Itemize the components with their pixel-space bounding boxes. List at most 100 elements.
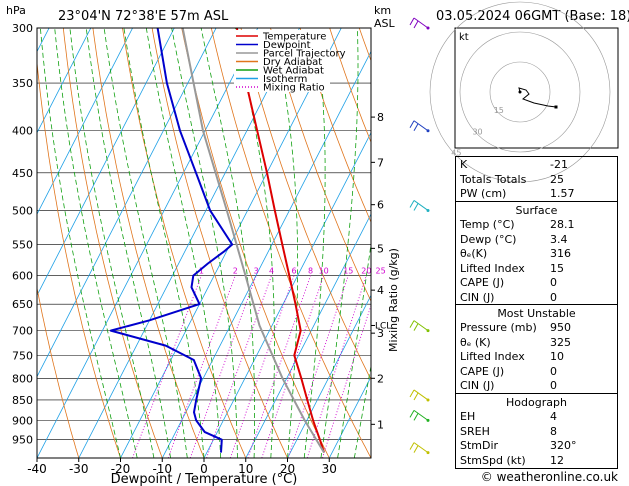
mixing-ratio-label: 25 — [376, 267, 386, 276]
km-label: km — [374, 4, 391, 17]
table-row: K -21 — [456, 158, 617, 172]
wet-adiabat-line — [85, 28, 171, 458]
wind-barb-flag — [409, 120, 415, 128]
table-row-value: 8 — [550, 424, 557, 438]
legend-label: Dry Adiabat — [263, 57, 322, 68]
isotherm-line — [37, 28, 175, 297]
legend-label: Wet Adiabat — [263, 66, 324, 77]
mixing-ratio-label: 15 — [343, 267, 353, 276]
table-row-value: 0 — [550, 379, 557, 393]
wind-barb-flag — [409, 442, 415, 450]
isotherm-line — [287, 294, 371, 458]
wind-barb — [409, 409, 430, 422]
table-row-key: StmSpd (kt) — [460, 453, 526, 467]
wind-barb-flag — [413, 445, 419, 453]
x-tick-label: -40 — [27, 462, 47, 476]
dry-adiabat-line — [240, 28, 371, 381]
hodograph-table-title: Hodograph — [506, 396, 567, 409]
table-row-value: 0 — [550, 364, 557, 378]
pressure-tick-label: 900 — [12, 414, 33, 427]
wind-barb-staff — [413, 17, 429, 29]
wind-barb — [409, 442, 430, 455]
wind-barb-staff — [413, 409, 429, 421]
wind-barb-point — [426, 329, 430, 333]
wet-adiabat-line — [39, 28, 121, 458]
dry-adiabat-line — [270, 28, 371, 303]
table-row: CAPE (J) 0 — [456, 365, 617, 379]
table-row-key: SREH — [460, 424, 490, 438]
mixing-ratio-line — [167, 275, 236, 458]
legend-label: Isotherm — [263, 74, 307, 85]
pressure-tick-label: 750 — [12, 349, 33, 362]
hodograph: kt 15 30 45 — [429, 1, 619, 183]
wet-adiabat-line — [370, 456, 371, 458]
mixing-ratio-line — [322, 303, 371, 458]
mixing-ratio-line — [229, 275, 295, 458]
wind-barb-staff — [413, 442, 429, 454]
km-tick-label: 1 — [377, 418, 384, 431]
mixing-ratio-label: 6 — [291, 267, 296, 276]
wind-barb-point — [426, 129, 430, 133]
wind-barb-point — [426, 398, 430, 402]
wind-barb-staff — [413, 389, 429, 401]
wet-adiabat-line — [303, 28, 326, 458]
dry-adiabat-line — [151, 28, 288, 458]
mixing-ratio-label: 8 — [308, 267, 313, 276]
table-row-value: 950 — [550, 321, 571, 334]
axes: 3003504004505005506006507007508008509009… — [12, 22, 391, 476]
pressure-tick-label: 950 — [12, 434, 33, 447]
wind-barb-staff — [413, 320, 429, 332]
table-row-value: 12 — [550, 453, 564, 467]
table-row: CIN (J) 0 — [456, 379, 617, 393]
x-tick-label: -20 — [111, 462, 131, 476]
pressure-tick-label: 450 — [12, 167, 33, 180]
km-tick-label: 4 — [377, 284, 384, 297]
hodograph-ring — [489, 61, 551, 123]
table-row: StmDir 320° — [456, 439, 617, 453]
x-axis-title: Dewpoint / Temperature (°C) — [111, 472, 298, 486]
copyright-text: © weatheronline.co.uk — [481, 470, 618, 484]
pressure-tick-label: 550 — [12, 238, 33, 251]
dry-adiabat-line — [329, 28, 371, 144]
wind-barb-flag — [413, 323, 419, 331]
wind-barb-flag — [413, 20, 419, 29]
hodograph-ring-label: 30 — [472, 127, 482, 136]
surface-box: Surface Temp (°C) 28.1 Dewp (°C) 3.4 θₑ(K) 31… — [455, 201, 618, 305]
pressure-tick-label: 600 — [12, 270, 33, 283]
isotherm-line — [203, 131, 371, 458]
dry-adiabat-line — [37, 58, 121, 458]
units-hpa-label: hPa — [6, 4, 26, 17]
table-row-value: 316 — [550, 247, 571, 261]
wind-barb-flag — [409, 320, 415, 328]
table-row: StmSpd (kt) 12 — [456, 454, 617, 468]
wind-barb-point — [426, 451, 430, 455]
hodograph-storm-marker — [554, 105, 558, 109]
pressure-tick-label: 300 — [12, 22, 33, 35]
wet-adiabat-line — [273, 28, 299, 458]
hodograph-trace — [518, 87, 557, 108]
mixing-ratio-label: 4 — [269, 267, 274, 276]
table-row-key: Dewp (°C) — [460, 232, 517, 246]
wind-barb-point — [426, 208, 430, 212]
wet-adiabat-line — [320, 28, 359, 458]
hodograph-ring — [429, 1, 611, 183]
wind-barb-flag — [409, 17, 415, 26]
wind-barb-flag — [413, 413, 419, 421]
km-tick-label: 3 — [377, 327, 384, 340]
profile-lines — [109, 28, 326, 454]
table-row: CIN (J) 0 — [456, 291, 617, 305]
wet-adiabat-line — [145, 28, 222, 458]
wind-barb — [409, 389, 430, 402]
dry-adiabat-line — [181, 28, 330, 458]
table-row-key: Temp (°C) — [460, 218, 515, 231]
hodograph-ring — [459, 31, 581, 153]
wind-barb-point — [426, 418, 430, 422]
table-row-value: 4 — [550, 410, 557, 423]
series-parcel-trajectory — [181, 28, 325, 454]
pressure-tick-label: 800 — [12, 372, 33, 385]
table-row-value: 10 — [550, 350, 564, 364]
isotherm-line — [328, 375, 371, 458]
pressure-tick-label: 350 — [12, 77, 33, 90]
wind-barb-staff — [413, 120, 429, 132]
table-row-value: 0 — [550, 291, 557, 304]
